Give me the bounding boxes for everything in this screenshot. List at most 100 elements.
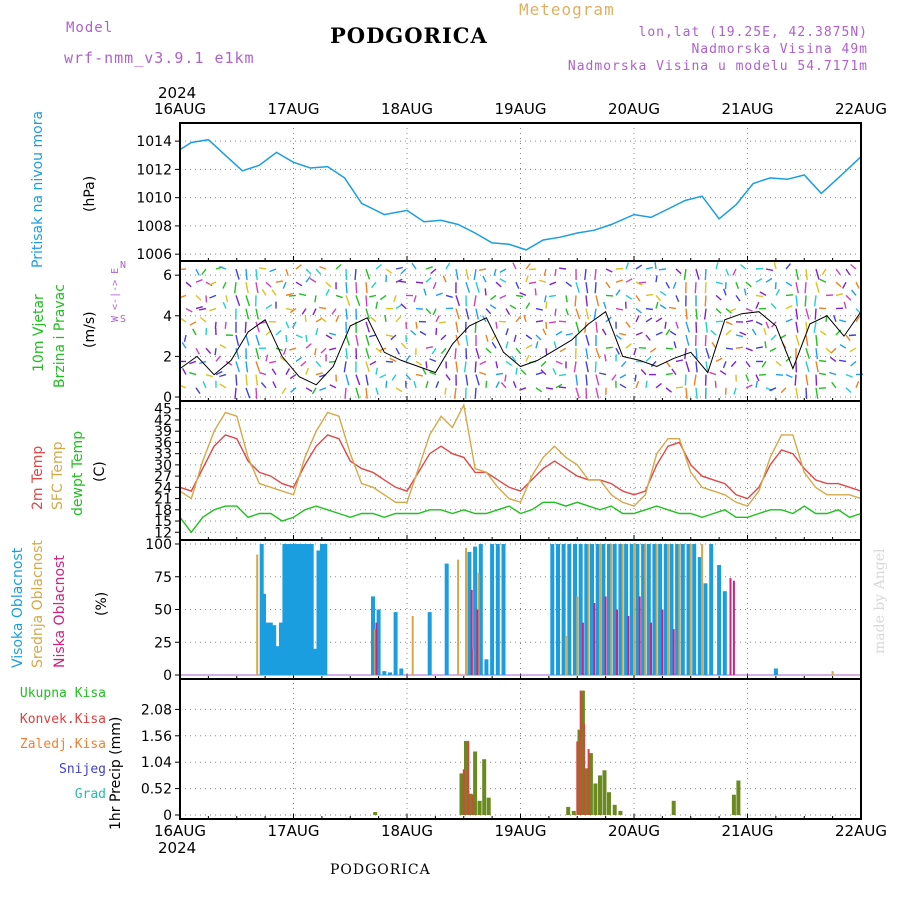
wind-barb <box>375 264 382 270</box>
wind-barb <box>638 347 647 349</box>
wind-barb <box>295 281 303 287</box>
y-tick-label: 4 <box>163 309 172 325</box>
altitude-label: Nadmorska Visina 49m <box>691 42 868 57</box>
wind-barb <box>192 328 197 336</box>
wind-barb <box>684 348 687 360</box>
wind-barb <box>445 374 451 381</box>
wind-barb <box>805 347 810 359</box>
wind-barb <box>299 293 307 297</box>
high-cloud-bar <box>371 596 375 675</box>
wind-barb <box>425 380 429 389</box>
wind-barb <box>685 361 690 373</box>
wind-barb <box>400 268 407 275</box>
total-precip-bar <box>482 759 487 815</box>
wind-barb <box>523 314 527 323</box>
wind-barb <box>539 279 547 283</box>
high-cloud-bar <box>697 557 702 675</box>
wind-barb <box>185 281 192 288</box>
wind-barb <box>554 308 557 316</box>
wind-barb <box>385 360 394 363</box>
wind-barb <box>665 372 674 376</box>
high-cloud-bar <box>382 671 387 675</box>
y-tick-label: 50 <box>154 603 172 619</box>
wind-barb <box>235 374 238 386</box>
wind-barb <box>829 371 837 376</box>
temp-sfc-line <box>179 402 862 507</box>
wind-barb <box>429 358 437 363</box>
wind-barb <box>305 276 311 283</box>
wind-barb <box>289 308 297 314</box>
wind-barb <box>415 307 424 310</box>
wind-barb <box>395 347 401 355</box>
total-precip-bar <box>464 740 468 815</box>
temp-2m-line <box>179 434 862 500</box>
wind-barb <box>745 307 753 312</box>
wind-barb <box>619 373 627 379</box>
wind-barb <box>455 295 461 307</box>
wind-barb <box>365 321 370 333</box>
total-precip-bar <box>593 783 598 815</box>
wind-barb <box>205 295 208 303</box>
bottom-date-label: 18AUG <box>381 822 433 840</box>
wind-barb <box>543 268 547 276</box>
wind-barb <box>755 267 764 270</box>
wind-barb <box>675 386 684 389</box>
wind-barb <box>214 321 217 329</box>
wind-barb <box>435 327 438 336</box>
wind-barb <box>645 307 653 311</box>
wind-barb <box>535 387 543 393</box>
wind-barb <box>345 282 348 294</box>
high-cloud-bar <box>573 544 577 675</box>
wind-barb <box>635 308 642 314</box>
wind-barb <box>453 387 457 399</box>
wind-barb <box>745 319 754 323</box>
top-date-label: 16AUG <box>154 100 206 118</box>
total-precip-bar <box>571 810 576 815</box>
y-tick-label: 0 <box>163 390 172 406</box>
high-cloud-bar <box>376 609 381 675</box>
high-cloud-bar <box>680 544 685 675</box>
top-year-label: 2024 <box>158 84 196 102</box>
wind-barb <box>265 281 272 288</box>
wind-barb <box>371 281 377 289</box>
wind-barb <box>295 334 303 339</box>
high-cloud-bar <box>393 612 398 675</box>
total-precip-bar <box>607 792 611 815</box>
wind-barb <box>850 263 857 270</box>
wind-barb <box>301 308 307 315</box>
wind-barb <box>288 294 297 297</box>
wind-barb <box>282 281 287 289</box>
credit-label: made by Angel <box>872 548 888 655</box>
y-tick-label: 45 <box>154 402 172 418</box>
wind-barb <box>813 321 817 333</box>
wind-barb <box>395 304 403 310</box>
wind-barb <box>795 295 799 307</box>
wind-barb <box>183 334 187 342</box>
wind-barb <box>833 314 837 323</box>
wind-barb <box>625 278 633 283</box>
wind-barb <box>759 291 767 297</box>
wind-barb <box>435 292 443 297</box>
wind-barb <box>795 321 799 333</box>
wind-barb <box>189 321 197 326</box>
wind-barb <box>770 303 777 310</box>
wind-barb <box>315 317 323 323</box>
wind-barb <box>675 359 684 363</box>
high-cloud-bar <box>618 544 623 675</box>
wind-barb <box>659 304 667 310</box>
wind-barb <box>695 321 698 333</box>
wind-barb <box>830 347 837 354</box>
y-tick-label: 75 <box>154 570 172 586</box>
high-cloud-bar <box>427 612 432 675</box>
wind-barb <box>849 347 857 353</box>
y-tick-label: 100 <box>145 537 172 553</box>
y-tick-label: 0.52 <box>141 782 172 798</box>
wind-barb <box>725 268 730 276</box>
wind-barb <box>440 334 447 341</box>
wind-barb <box>855 315 861 323</box>
wind-barb <box>645 334 651 341</box>
wind-barb <box>805 387 808 399</box>
high-cloud-bar <box>663 544 668 675</box>
wind-barb <box>255 361 261 373</box>
wind-barb <box>665 360 671 368</box>
